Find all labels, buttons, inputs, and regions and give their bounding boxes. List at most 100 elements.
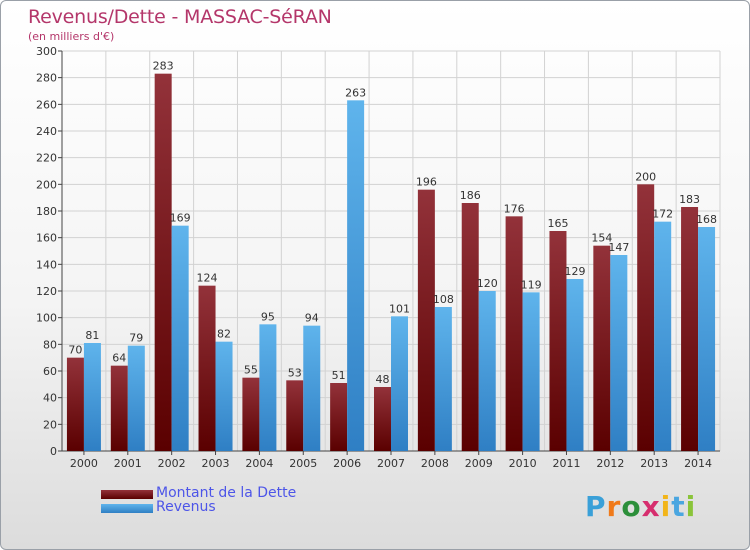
chart-subtitle: (en milliers d'€) bbox=[28, 30, 115, 43]
data-label: 176 bbox=[504, 202, 525, 215]
y-tick-label: 140 bbox=[36, 258, 57, 271]
data-label: 168 bbox=[696, 213, 717, 226]
bar-revenus bbox=[215, 341, 233, 451]
y-tick-label: 20 bbox=[43, 418, 57, 431]
logo-letter: x bbox=[641, 490, 661, 523]
data-label: 48 bbox=[376, 373, 390, 386]
bar-dette bbox=[505, 216, 523, 451]
y-tick-label: 180 bbox=[36, 205, 57, 218]
y-tick-label: 120 bbox=[36, 285, 57, 298]
bar-dette bbox=[154, 73, 172, 452]
data-label: 95 bbox=[261, 310, 275, 323]
bar-revenus bbox=[566, 279, 584, 451]
logo-letter: r bbox=[606, 490, 622, 523]
data-label: 51 bbox=[332, 369, 346, 382]
data-label: 200 bbox=[635, 170, 656, 183]
proxiti-logo: Proxiti bbox=[585, 490, 696, 523]
legend-label-revenus: Revenus bbox=[156, 499, 216, 515]
y-tick-label: 40 bbox=[43, 392, 57, 405]
data-label: 120 bbox=[477, 277, 498, 290]
bar-dette bbox=[593, 245, 611, 451]
data-label: 169 bbox=[170, 212, 191, 225]
bar-revenus bbox=[522, 292, 540, 451]
bar-dette bbox=[461, 203, 479, 451]
x-tick-label: 2014 bbox=[684, 457, 712, 470]
bar-dette bbox=[549, 231, 567, 451]
legend-swatch-dette bbox=[101, 490, 153, 499]
data-label: 172 bbox=[652, 208, 673, 221]
data-label: 101 bbox=[389, 302, 410, 315]
x-tick-label: 2005 bbox=[289, 457, 317, 470]
bar-revenus bbox=[434, 307, 452, 451]
data-label: 81 bbox=[85, 329, 99, 342]
x-tick-label: 2009 bbox=[465, 457, 493, 470]
data-label: 55 bbox=[244, 364, 258, 377]
y-tick-label: 300 bbox=[36, 45, 57, 58]
bar-dette bbox=[417, 189, 435, 451]
data-label: 53 bbox=[288, 366, 302, 379]
logo-letter: o bbox=[621, 490, 642, 523]
bar-dette bbox=[374, 387, 391, 451]
data-label: 147 bbox=[608, 241, 629, 254]
x-tick-label: 2004 bbox=[245, 457, 273, 470]
bar-dette bbox=[66, 357, 84, 451]
x-tick-label: 2006 bbox=[333, 457, 361, 470]
data-label: 79 bbox=[129, 332, 143, 345]
data-label: 186 bbox=[460, 189, 481, 202]
bar-revenus bbox=[391, 316, 408, 451]
data-label: 196 bbox=[416, 176, 437, 189]
x-tick-label: 2003 bbox=[202, 457, 230, 470]
data-label: 64 bbox=[112, 352, 126, 365]
bar-dette bbox=[198, 285, 216, 451]
bar-revenus bbox=[478, 291, 496, 451]
bar-dette bbox=[330, 383, 348, 451]
bar-revenus bbox=[698, 227, 716, 451]
y-tick-label: 260 bbox=[36, 98, 57, 111]
y-tick-label: 60 bbox=[43, 365, 57, 378]
data-label: 165 bbox=[547, 217, 568, 230]
data-label: 283 bbox=[153, 60, 174, 73]
bar-dette bbox=[637, 184, 655, 452]
logo-letter: P bbox=[585, 490, 607, 523]
x-tick-label: 2013 bbox=[640, 457, 668, 470]
bar-revenus bbox=[83, 343, 101, 451]
bar-dette bbox=[110, 365, 128, 451]
data-label: 119 bbox=[521, 278, 542, 291]
bar-revenus bbox=[259, 324, 277, 451]
chart-title: Revenus/Dette - MASSAC-SéRAN bbox=[28, 6, 332, 28]
data-label: 263 bbox=[345, 86, 366, 99]
bar-dette bbox=[242, 377, 260, 451]
data-label: 94 bbox=[305, 312, 319, 325]
data-label: 154 bbox=[591, 232, 612, 245]
x-tick-label: 2002 bbox=[158, 457, 186, 470]
y-tick-label: 220 bbox=[36, 152, 57, 165]
legend-swatch-revenus bbox=[101, 504, 153, 513]
x-tick-label: 2000 bbox=[70, 457, 98, 470]
legend-label-dette: Montant de la Dette bbox=[156, 485, 297, 501]
y-tick-label: 280 bbox=[36, 72, 57, 85]
logo-letter: i bbox=[685, 490, 697, 523]
data-label: 108 bbox=[433, 293, 454, 306]
x-tick-label: 2007 bbox=[377, 457, 405, 470]
data-label: 82 bbox=[217, 328, 231, 341]
bar-revenus bbox=[654, 221, 672, 451]
y-tick-label: 80 bbox=[43, 338, 57, 351]
bar-revenus bbox=[610, 255, 628, 451]
logo-letter: i bbox=[660, 490, 672, 523]
bar-revenus bbox=[347, 100, 365, 451]
y-tick-label: 0 bbox=[50, 445, 57, 458]
bar-dette bbox=[286, 380, 304, 451]
bar-revenus bbox=[127, 345, 145, 451]
data-label: 129 bbox=[564, 265, 585, 278]
x-tick-label: 2008 bbox=[421, 457, 449, 470]
data-label: 183 bbox=[679, 193, 700, 206]
data-label: 70 bbox=[68, 344, 82, 357]
y-tick-label: 100 bbox=[36, 312, 57, 325]
y-tick-label: 200 bbox=[36, 178, 57, 191]
y-tick-label: 240 bbox=[36, 125, 57, 138]
y-tick-label: 160 bbox=[36, 232, 57, 245]
bars bbox=[66, 73, 716, 452]
data-label: 124 bbox=[197, 272, 218, 285]
